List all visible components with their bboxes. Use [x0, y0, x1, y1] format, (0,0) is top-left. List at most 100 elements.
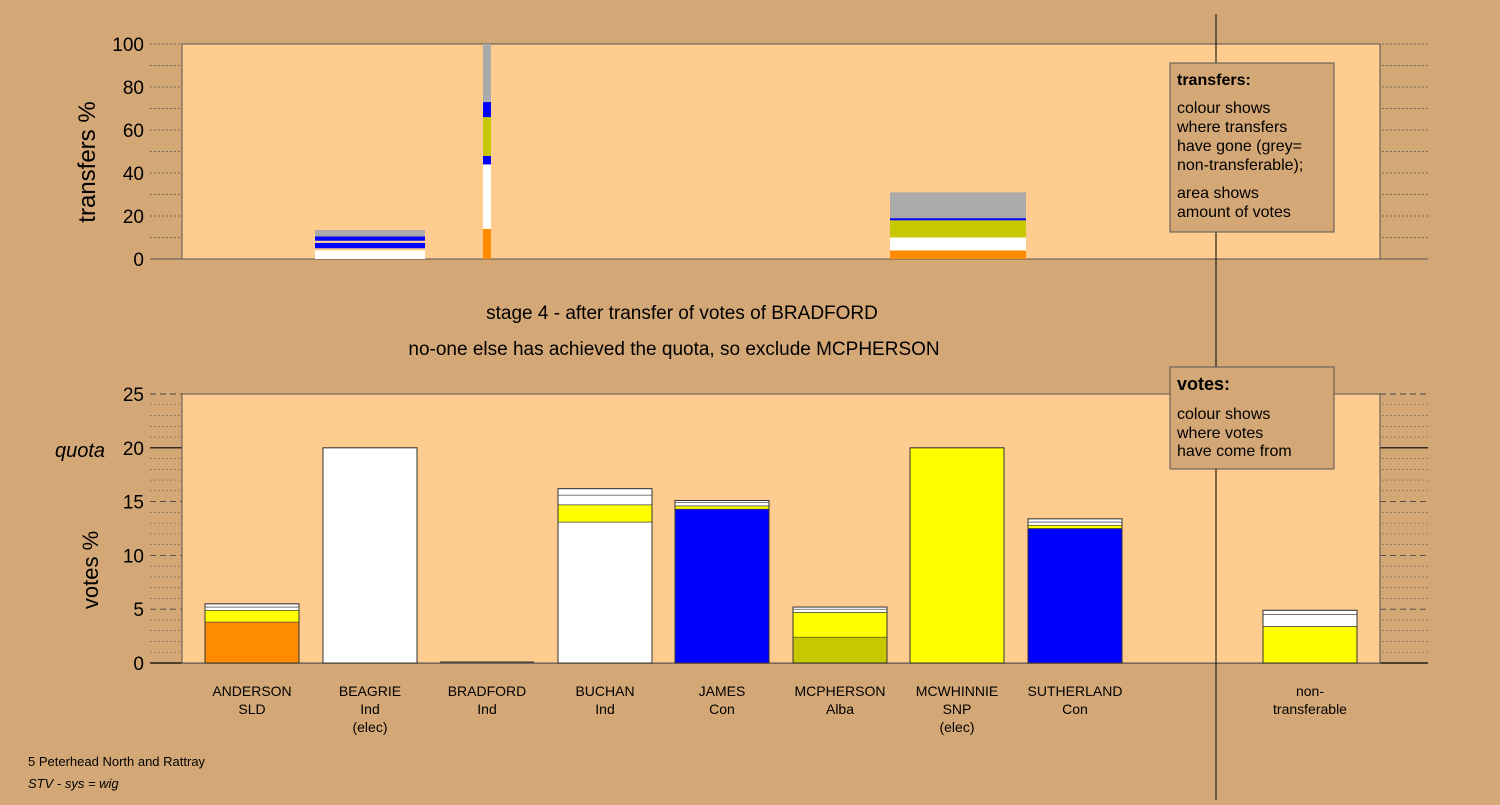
vote-bar-outline [1027, 518, 1123, 664]
transfers-y-tick-label: 60 [123, 121, 144, 142]
transfer-segment [315, 240, 425, 243]
votes-legend-title: votes: [1177, 374, 1230, 394]
vote-segment [204, 609, 300, 623]
candidate-name: MCWHINNIE [916, 683, 998, 699]
transfer-segment [483, 155, 491, 165]
vote-segment [1027, 528, 1123, 664]
vote-segment [674, 508, 770, 664]
votes-y-tick-label: 5 [133, 600, 144, 621]
vote-segment [674, 502, 770, 507]
vote-segment [204, 621, 300, 664]
vote-bar-outline [792, 606, 888, 664]
candidate-status: (elec) [939, 719, 974, 735]
voting-system: STV - sys = wig [28, 776, 119, 791]
transfers-legend-line: have gone (grey= [1177, 138, 1302, 155]
vote-bar-outline [322, 447, 418, 664]
vote-segment [792, 608, 888, 613]
transfers-legend-box [1169, 62, 1335, 233]
votes-legend-box [1169, 366, 1335, 470]
transfer-segment [315, 242, 425, 249]
vote-segment [1027, 521, 1123, 526]
transfer-segment [483, 117, 491, 156]
votes-legend-line: have come from [1177, 443, 1292, 460]
vote-segment [557, 494, 653, 506]
transfer-segment [890, 192, 1026, 219]
vote-segment [792, 636, 888, 664]
candidate-party: Ind [595, 701, 614, 717]
candidate-status: (elec) [352, 719, 387, 735]
candidate-name: SUTHERLAND [1028, 683, 1123, 699]
transfers-y-tick-label: 20 [123, 207, 144, 228]
votes-y-axis: 0 5 10 15 20 25 [123, 385, 144, 675]
stage-description: stage 4 - after transfer of votes of BRA… [486, 303, 878, 324]
vote-bar-outline [674, 500, 770, 664]
votes-y-tick-label: 20 [123, 439, 144, 460]
transfers-y-tick-label: 0 [133, 250, 144, 271]
vote-bar-outline [204, 603, 300, 664]
votes-legend: votes: colour shows where votes have com… [1169, 366, 1335, 470]
transfers-y-axis: 0 20 40 60 80 100 [112, 35, 144, 271]
transfer-segment [483, 228, 491, 259]
votes-legend-line: where votes [1176, 425, 1263, 442]
transfers-y-tick-label: 100 [112, 35, 144, 56]
transfers-bars [315, 44, 1026, 259]
transfers-y-axis-label: transfers % [74, 101, 101, 222]
vote-segment [1262, 614, 1358, 627]
candidate-name: BEAGRIE [339, 683, 401, 699]
transfers-legend-line: colour shows [1177, 100, 1270, 117]
transfer-segment [890, 220, 1026, 238]
candidate-name: ANDERSON [212, 683, 291, 699]
votes-y-tick-label: 10 [123, 546, 144, 567]
transfers-legend-line: amount of votes [1177, 204, 1291, 221]
transfers-legend-line: where transfers [1176, 119, 1287, 136]
vote-bar-outline [1262, 609, 1358, 664]
vote-segment [204, 606, 300, 611]
candidate-labels: ANDERSON SLD BEAGRIE Ind (elec) BRADFORD Ind BU… [212, 683, 1347, 735]
votes-y-tick-label: 25 [123, 385, 144, 406]
vote-segment [322, 447, 418, 664]
transfer-segment [315, 236, 425, 241]
candidate-name: BRADFORD [448, 683, 527, 699]
exclusion-note: no-one else has achieved the quota, so e… [408, 339, 939, 360]
candidate-party: transferable [1273, 701, 1347, 717]
transfer-segment [890, 218, 1026, 221]
candidate-name: JAMES [699, 683, 746, 699]
transfers-legend-line: non-transferable); [1177, 157, 1303, 174]
vote-segment [557, 504, 653, 523]
transfer-segment [483, 44, 491, 103]
candidate-name: non- [1296, 683, 1324, 699]
transfers-y-tick-label: 80 [123, 78, 144, 99]
candidate-party: Con [1062, 701, 1088, 717]
vote-segment [557, 521, 653, 664]
vote-bar-outline [909, 447, 1005, 664]
vote-segment [909, 447, 1005, 664]
transfers-legend-title: transfers: [1177, 72, 1251, 89]
vote-segment [557, 488, 653, 496]
candidate-party: Ind [360, 701, 379, 717]
vote-segment [1262, 626, 1358, 664]
vote-segment [1262, 609, 1358, 615]
vote-segment [674, 505, 770, 510]
ward-name: 5 Peterhead North and Rattray [28, 754, 206, 769]
transfer-segment [483, 164, 491, 229]
candidate-party: Con [709, 701, 735, 717]
transfer-segment [890, 237, 1026, 251]
transfer-segment [483, 102, 491, 118]
candidate-party: Alba [826, 701, 854, 717]
vote-segment [792, 612, 888, 638]
candidate-party: SNP [943, 701, 972, 717]
transfer-segment [315, 229, 425, 237]
candidate-name: BUCHAN [575, 683, 634, 699]
votes-y-axis-label: votes % [78, 531, 103, 609]
transfer-segment [315, 248, 425, 251]
transfers-legend: transfers: colour shows where transfers … [1169, 62, 1335, 233]
quota-label: quota [55, 440, 105, 462]
candidate-party: Ind [477, 701, 496, 717]
votes-y-tick-label: 0 [133, 654, 144, 675]
votes-y-tick-label: 15 [123, 493, 144, 514]
vote-segment [1027, 524, 1123, 529]
transfers-y-tick-label: 40 [123, 164, 144, 185]
votes-legend-line: colour shows [1177, 406, 1270, 423]
